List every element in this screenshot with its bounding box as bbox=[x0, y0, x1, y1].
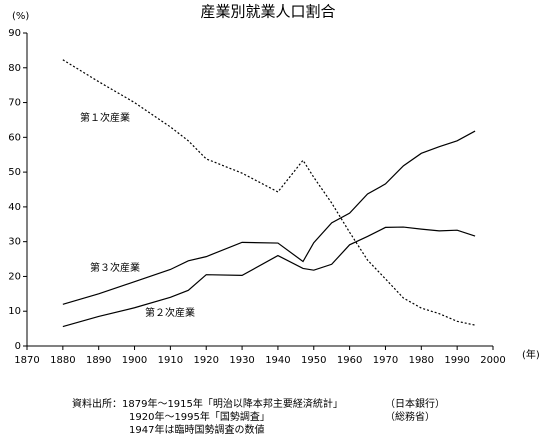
x-tick-label: 1960 bbox=[337, 355, 362, 366]
y-unit: (%) bbox=[12, 11, 29, 22]
y-tick-label: 50 bbox=[8, 167, 21, 178]
y-tick-label: 20 bbox=[8, 271, 21, 282]
x-tick-label: 1980 bbox=[409, 355, 434, 366]
x-tick-label: 2000 bbox=[480, 355, 505, 366]
y-tick-label: 10 bbox=[8, 306, 21, 317]
chart-title: 産業別就業人口割合 bbox=[200, 3, 335, 21]
x-tick-label: 1990 bbox=[444, 355, 469, 366]
source-note: 資料出所：1879年～1915年「明治以降本邦主要経済統計」 bbox=[72, 397, 343, 410]
x-tick-label: 1950 bbox=[301, 355, 326, 366]
y-tick-label: 80 bbox=[8, 63, 21, 74]
source-org: （総務省） bbox=[385, 410, 435, 423]
y-tick-label: 90 bbox=[8, 28, 21, 39]
y-tick-label: 40 bbox=[8, 202, 21, 213]
x-tick-label: 1910 bbox=[158, 355, 183, 366]
x-unit: (年) bbox=[522, 348, 540, 361]
source-note: 1947年は臨時国勢調査の数値 bbox=[129, 423, 264, 436]
series-label: 第１次産業 bbox=[80, 111, 130, 124]
x-tick-label: 1920 bbox=[194, 355, 219, 366]
y-tick-label: 30 bbox=[8, 237, 21, 248]
series-label: 第２次産業 bbox=[145, 306, 195, 319]
series-line bbox=[62, 130, 476, 305]
series-line bbox=[62, 226, 476, 328]
y-tick-label: 60 bbox=[8, 132, 21, 143]
x-tick-label: 1900 bbox=[122, 355, 147, 366]
x-tick-label: 1880 bbox=[50, 355, 75, 366]
x-tick-label: 1930 bbox=[229, 355, 254, 366]
x-tick-label: 1940 bbox=[265, 355, 290, 366]
series-label: 第３次産業 bbox=[90, 261, 140, 274]
y-tick-label: 0 bbox=[15, 341, 21, 352]
x-tick-label: 1890 bbox=[86, 355, 111, 366]
x-tick-label: 1970 bbox=[373, 355, 398, 366]
x-tick-label: 1870 bbox=[14, 355, 39, 366]
source-note: 1920年～1995年「国勢調査」 bbox=[129, 410, 270, 423]
source-org: （日本銀行） bbox=[385, 397, 445, 410]
y-tick-label: 70 bbox=[8, 98, 21, 109]
